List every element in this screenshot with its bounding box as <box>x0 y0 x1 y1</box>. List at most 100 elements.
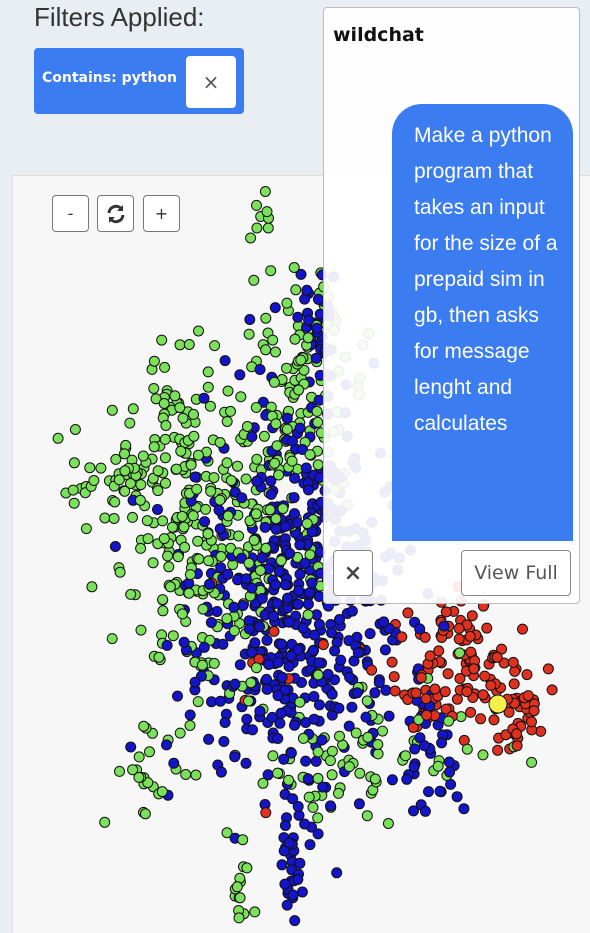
point <box>193 325 204 337</box>
point <box>222 568 234 580</box>
point <box>203 555 215 567</box>
point <box>233 912 245 924</box>
point <box>311 322 323 334</box>
point <box>313 657 325 669</box>
point <box>488 694 508 714</box>
zoom-out[interactable]: - <box>52 195 89 232</box>
point <box>414 623 426 635</box>
point <box>150 393 162 405</box>
point <box>289 508 300 520</box>
point <box>214 494 226 506</box>
point <box>260 542 272 554</box>
point <box>295 268 307 280</box>
point <box>438 620 450 632</box>
point <box>180 769 192 780</box>
point <box>313 618 325 630</box>
point <box>183 587 195 599</box>
point <box>303 314 315 326</box>
view-full-button[interactable]: View Full <box>461 550 571 596</box>
reset-view[interactable] <box>97 195 134 232</box>
point <box>234 892 246 904</box>
chip-remove[interactable]: × <box>186 56 236 108</box>
point <box>125 588 137 600</box>
point <box>193 553 205 565</box>
point <box>308 713 320 725</box>
point <box>508 678 520 690</box>
point <box>325 800 336 812</box>
point <box>254 705 266 717</box>
point <box>250 508 262 520</box>
point <box>281 899 293 911</box>
point <box>292 644 304 656</box>
zoom-in[interactable]: + <box>143 195 180 232</box>
point <box>221 613 233 625</box>
point <box>271 440 283 452</box>
point <box>326 688 338 700</box>
point <box>350 727 362 739</box>
point <box>300 755 312 767</box>
point <box>297 444 308 455</box>
point <box>316 734 328 746</box>
point <box>251 453 263 465</box>
point <box>113 474 125 486</box>
point <box>196 659 208 671</box>
point <box>389 685 401 697</box>
point <box>221 457 233 469</box>
point <box>254 621 265 633</box>
point <box>222 385 234 397</box>
point <box>343 761 355 773</box>
point <box>256 593 268 604</box>
point <box>326 745 338 757</box>
point <box>488 714 500 726</box>
point <box>267 750 279 762</box>
point <box>162 550 174 562</box>
point <box>286 455 298 467</box>
point <box>249 906 261 918</box>
point <box>153 651 165 663</box>
point <box>400 750 411 762</box>
point <box>109 541 121 552</box>
point <box>161 639 173 651</box>
point <box>160 420 172 431</box>
point <box>528 705 540 717</box>
point <box>241 421 253 432</box>
point <box>293 384 305 396</box>
point <box>248 274 260 286</box>
point <box>275 707 287 719</box>
point <box>237 834 249 846</box>
point <box>176 510 188 522</box>
point <box>269 457 281 469</box>
point <box>492 744 504 756</box>
point <box>301 518 313 530</box>
point <box>276 859 288 871</box>
point <box>159 361 171 373</box>
point <box>309 629 321 641</box>
point <box>283 837 295 849</box>
point <box>214 523 226 535</box>
point <box>279 878 291 890</box>
point <box>247 724 258 736</box>
point <box>317 781 329 793</box>
point <box>192 449 204 461</box>
point <box>299 818 311 830</box>
point <box>485 679 497 691</box>
point <box>362 731 374 743</box>
close-button[interactable]: × <box>333 550 373 596</box>
point <box>458 803 470 815</box>
point <box>257 777 269 789</box>
point <box>156 786 168 798</box>
point <box>174 727 186 739</box>
point <box>265 475 277 487</box>
point <box>152 485 164 497</box>
point <box>237 600 249 611</box>
point <box>158 398 170 409</box>
point <box>270 418 282 430</box>
point <box>99 816 111 828</box>
point <box>292 311 304 323</box>
point <box>433 645 445 657</box>
point <box>184 709 196 721</box>
point <box>287 889 299 901</box>
point <box>354 767 366 779</box>
point <box>279 521 291 532</box>
point <box>95 462 107 474</box>
